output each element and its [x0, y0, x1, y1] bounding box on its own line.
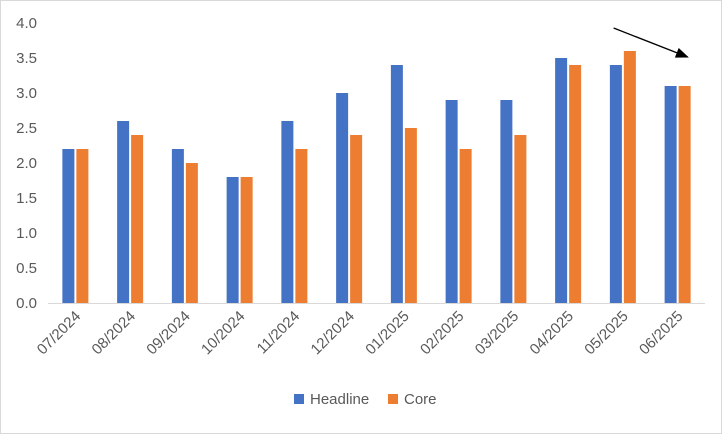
- y-tick-label: 0.0: [16, 295, 37, 312]
- x-tick-label: 10/2024: [198, 308, 248, 358]
- y-tick-label: 1.5: [16, 190, 37, 207]
- bar-headline-11-2024: [281, 121, 294, 303]
- bar-core-02-2025: [459, 149, 472, 303]
- bar-core-01-2025: [404, 128, 417, 303]
- bar-core-09-2024: [185, 163, 198, 303]
- x-tick-label: 05/2025: [581, 308, 631, 358]
- x-tick-label: 06/2025: [636, 308, 686, 358]
- bar-headline-09-2024: [171, 149, 184, 303]
- bar-core-07-2024: [76, 149, 89, 303]
- legend-label-core: Core: [404, 391, 437, 408]
- legend: Headline Core: [294, 391, 437, 408]
- bar-headline-04-2025: [555, 58, 568, 303]
- bar-headline-03-2025: [500, 100, 513, 303]
- bar-headline-02-2025: [445, 100, 458, 303]
- x-tick-label: 02/2025: [417, 308, 467, 358]
- bar-headline-01-2025: [390, 65, 403, 303]
- x-tick-label: 12/2024: [308, 308, 358, 358]
- bar-core-11-2024: [295, 149, 308, 303]
- annotation-arrow: [613, 27, 689, 58]
- y-tick-label: 3.0: [16, 85, 37, 102]
- bar-headline-12-2024: [336, 93, 349, 303]
- x-tick-label: 03/2025: [472, 308, 522, 358]
- bar-core-10-2024: [240, 177, 253, 303]
- bar-headline-06-2025: [664, 86, 677, 303]
- bars: [62, 51, 691, 303]
- y-tick-label: 1.0: [16, 225, 37, 242]
- y-tick-label: 0.5: [16, 260, 37, 277]
- bar-headline-05-2025: [609, 65, 622, 303]
- x-tick-label: 11/2024: [254, 308, 304, 358]
- bar-core-05-2025: [623, 51, 636, 303]
- y-tick-label: 2.5: [16, 120, 37, 137]
- bar-core-12-2024: [350, 135, 363, 303]
- bar-core-03-2025: [514, 135, 527, 303]
- x-tick-label: 07/2024: [34, 308, 84, 358]
- y-axis: 0.0 0.5 1.0 1.5 2.0 2.5 3.0 3.5 4.0: [16, 15, 37, 312]
- y-tick-label: 2.0: [16, 155, 37, 172]
- x-tick-label: 08/2024: [89, 308, 139, 358]
- bar-core-08-2024: [131, 135, 144, 303]
- x-tick-label: 09/2024: [143, 308, 193, 358]
- x-axis: 07/2024 08/2024 09/2024 10/2024 11/2024 12/20…: [34, 308, 687, 358]
- x-tick-label: 01/2025: [362, 308, 412, 358]
- bar-core-04-2025: [569, 65, 582, 303]
- legend-swatch-headline: [294, 394, 304, 404]
- y-tick-label: 4.0: [16, 15, 37, 32]
- y-tick-label: 3.5: [16, 50, 37, 67]
- legend-label-headline: Headline: [310, 391, 369, 408]
- bar-headline-08-2024: [117, 121, 130, 303]
- legend-swatch-core: [388, 394, 398, 404]
- bar-core-06-2025: [678, 86, 691, 303]
- bar-headline-07-2024: [62, 149, 75, 303]
- bar-headline-10-2024: [226, 177, 239, 303]
- x-tick-label: 04/2025: [527, 308, 577, 358]
